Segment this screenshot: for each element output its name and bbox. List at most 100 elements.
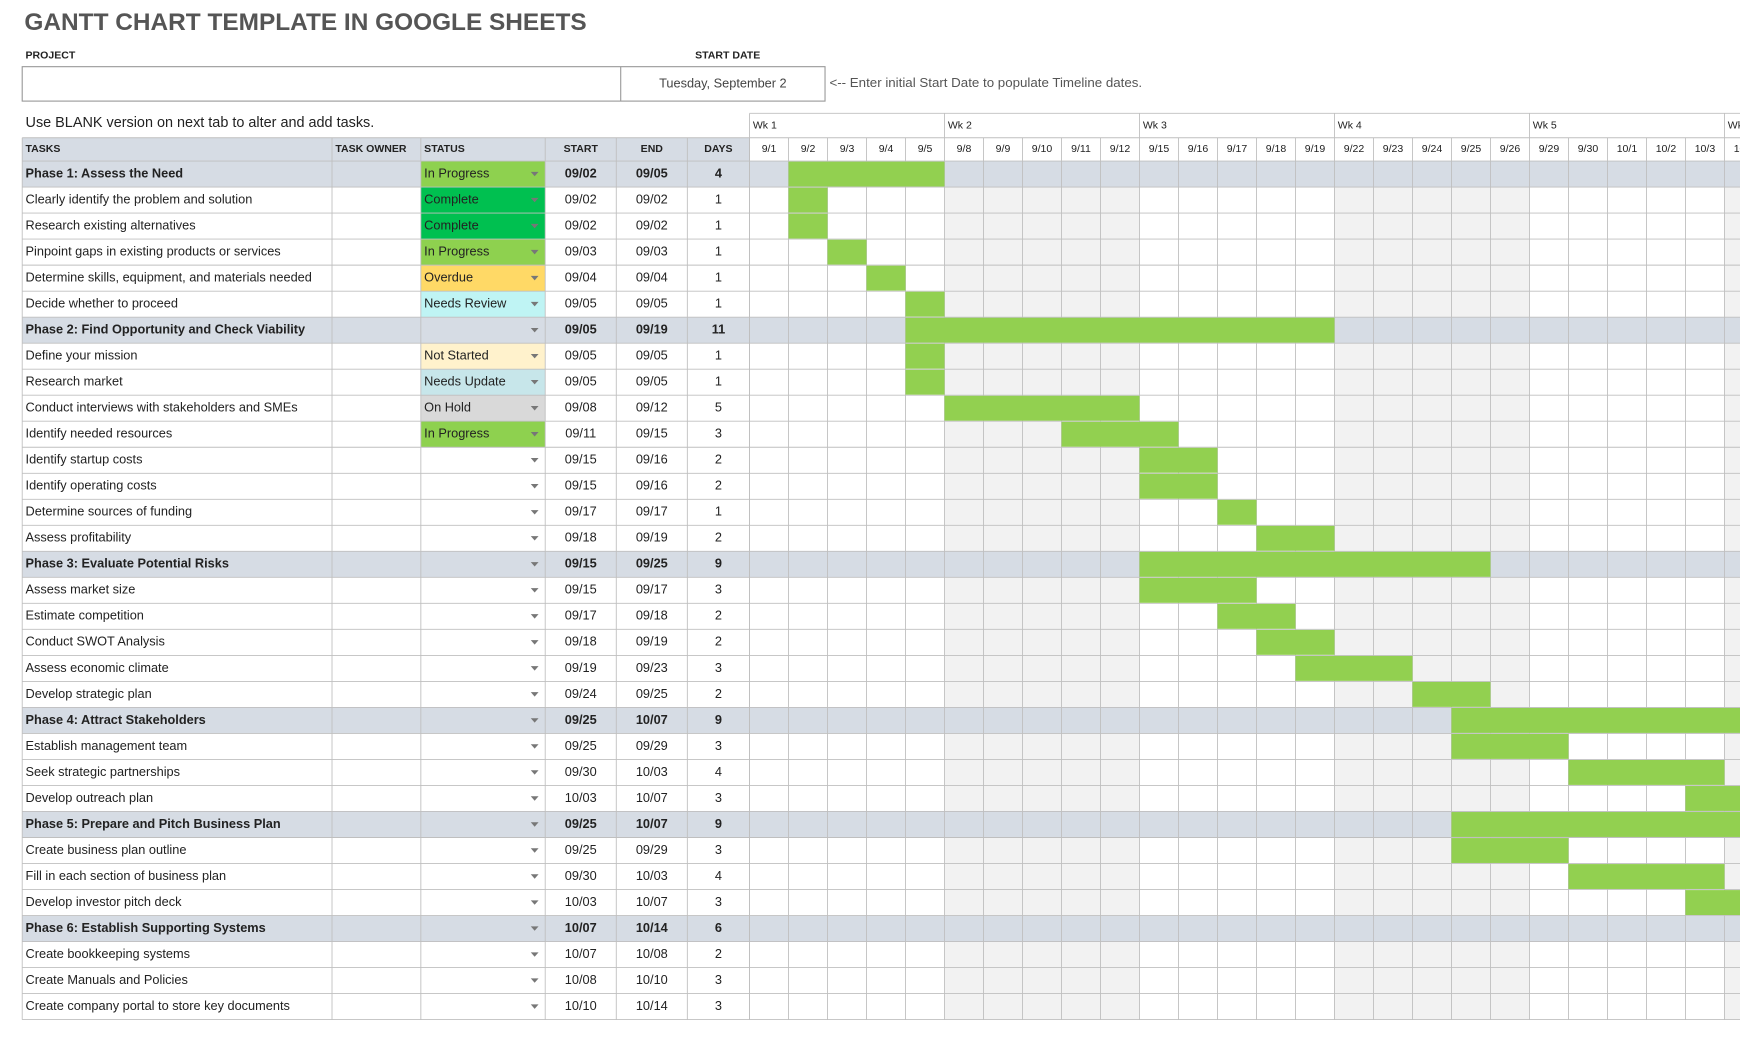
timeline-cell (1451, 577, 1491, 604)
timeline-cell (1295, 681, 1335, 708)
timeline-cell (1061, 499, 1101, 526)
timeline-cell (1685, 395, 1725, 422)
timeline-cell (1724, 941, 1740, 968)
timeline-cell (1412, 733, 1452, 760)
dropdown-arrow[interactable] (530, 666, 539, 671)
timeline-cell (1139, 915, 1179, 942)
dropdown-arrow[interactable] (530, 301, 539, 307)
dropdown-arrow[interactable] (530, 327, 539, 333)
day-label: 9/15 (1149, 143, 1170, 155)
timeline-cell (1100, 265, 1140, 292)
days: 3 (715, 582, 722, 597)
timeline-cell (1724, 161, 1740, 188)
timeline-cell (866, 707, 906, 734)
dropdown-arrow[interactable] (530, 952, 539, 957)
days: 6 (715, 920, 722, 935)
dropdown-arrow[interactable] (530, 718, 539, 723)
timeline-cell (1646, 161, 1686, 188)
timeline-cell (1529, 993, 1569, 1020)
timeline-cell (1490, 603, 1530, 630)
timeline-cell (1139, 239, 1179, 266)
gantt-bar (905, 343, 945, 369)
dropdown-arrow[interactable] (530, 614, 539, 619)
timeline-cell (1061, 577, 1101, 604)
dropdown-arrow[interactable] (530, 171, 539, 177)
timeline-cell (1607, 577, 1647, 604)
dropdown-arrow[interactable] (530, 353, 539, 359)
timeline-cell (1256, 265, 1296, 292)
timeline-cell (1139, 681, 1179, 708)
dropdown-arrow[interactable] (530, 249, 539, 255)
timeline-cell (788, 317, 828, 344)
dropdown-arrow[interactable] (530, 770, 539, 775)
days: 1 (715, 348, 722, 363)
timeline-cell (1022, 837, 1062, 864)
timeline-cell (1217, 707, 1257, 734)
timeline-cell (1412, 655, 1452, 682)
timeline-cell (1685, 733, 1725, 760)
timeline-cell (944, 993, 984, 1020)
dropdown-arrow[interactable] (530, 562, 539, 567)
timeline-cell (1061, 733, 1101, 760)
dropdown-arrow[interactable] (530, 744, 539, 749)
timeline-cell (749, 733, 789, 760)
gantt-bar (1139, 473, 1218, 499)
timeline-cell (788, 785, 828, 812)
dropdown-arrow[interactable] (530, 484, 539, 489)
timeline-cell (1529, 421, 1569, 448)
dropdown-arrow[interactable] (530, 458, 539, 463)
timeline-cell (1139, 785, 1179, 812)
dropdown-arrow[interactable] (530, 1004, 539, 1009)
project-box[interactable] (21, 66, 826, 102)
dropdown-arrow[interactable] (530, 379, 539, 385)
dropdown-arrow[interactable] (530, 978, 539, 983)
days: 9 (715, 816, 722, 831)
timeline-cell (1373, 213, 1413, 240)
dropdown-arrow[interactable] (530, 692, 539, 697)
dropdown-arrow[interactable] (530, 926, 539, 931)
timeline-cell (827, 915, 867, 942)
timeline-cell (1139, 187, 1179, 214)
timeline-cell (1295, 759, 1335, 786)
timeline-cell (1334, 863, 1374, 890)
dropdown-arrow[interactable] (530, 796, 539, 801)
status: In Progress (424, 165, 489, 180)
dropdown-arrow[interactable] (530, 510, 539, 515)
end-date: 09/12 (636, 400, 668, 415)
dropdown-arrow[interactable] (530, 588, 539, 593)
timeline-cell (1100, 837, 1140, 864)
timeline-cell (1178, 213, 1218, 240)
timeline-cell (1100, 499, 1140, 526)
dropdown-arrow[interactable] (530, 406, 539, 411)
timeline-cell (1022, 577, 1062, 604)
dropdown-arrow[interactable] (530, 874, 539, 879)
dropdown-arrow[interactable] (530, 197, 539, 203)
dropdown-arrow[interactable] (530, 822, 539, 827)
timeline-cell (827, 265, 867, 292)
week-label: Wk 1 (753, 119, 777, 131)
dropdown-arrow[interactable] (530, 432, 539, 437)
dropdown-arrow[interactable] (530, 275, 539, 281)
dropdown-arrow[interactable] (530, 900, 539, 905)
timeline-cell (1724, 551, 1740, 578)
dropdown-arrow[interactable] (530, 848, 539, 853)
timeline-cell (1568, 655, 1608, 682)
timeline-cell (1529, 187, 1569, 214)
dropdown-arrow[interactable] (530, 223, 539, 229)
timeline-cell (827, 837, 867, 864)
timeline-cell (905, 265, 945, 292)
timeline-cell (749, 421, 789, 448)
days: 11 (712, 322, 725, 337)
day-label: 9/3 (840, 143, 855, 155)
end-date: 09/05 (636, 348, 668, 363)
timeline-cell (1022, 785, 1062, 812)
timeline-cell (1451, 187, 1491, 214)
timeline-cell (983, 525, 1023, 552)
timeline-cell (1139, 629, 1179, 656)
timeline-cell (1607, 369, 1647, 396)
start-date: 09/05 (565, 322, 597, 337)
dropdown-arrow[interactable] (530, 640, 539, 645)
start-date[interactable]: Tuesday, September 2 (659, 75, 787, 90)
timeline-cell (1646, 239, 1686, 266)
dropdown-arrow[interactable] (530, 536, 539, 541)
